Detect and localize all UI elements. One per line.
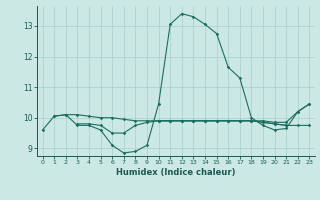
- X-axis label: Humidex (Indice chaleur): Humidex (Indice chaleur): [116, 168, 236, 177]
